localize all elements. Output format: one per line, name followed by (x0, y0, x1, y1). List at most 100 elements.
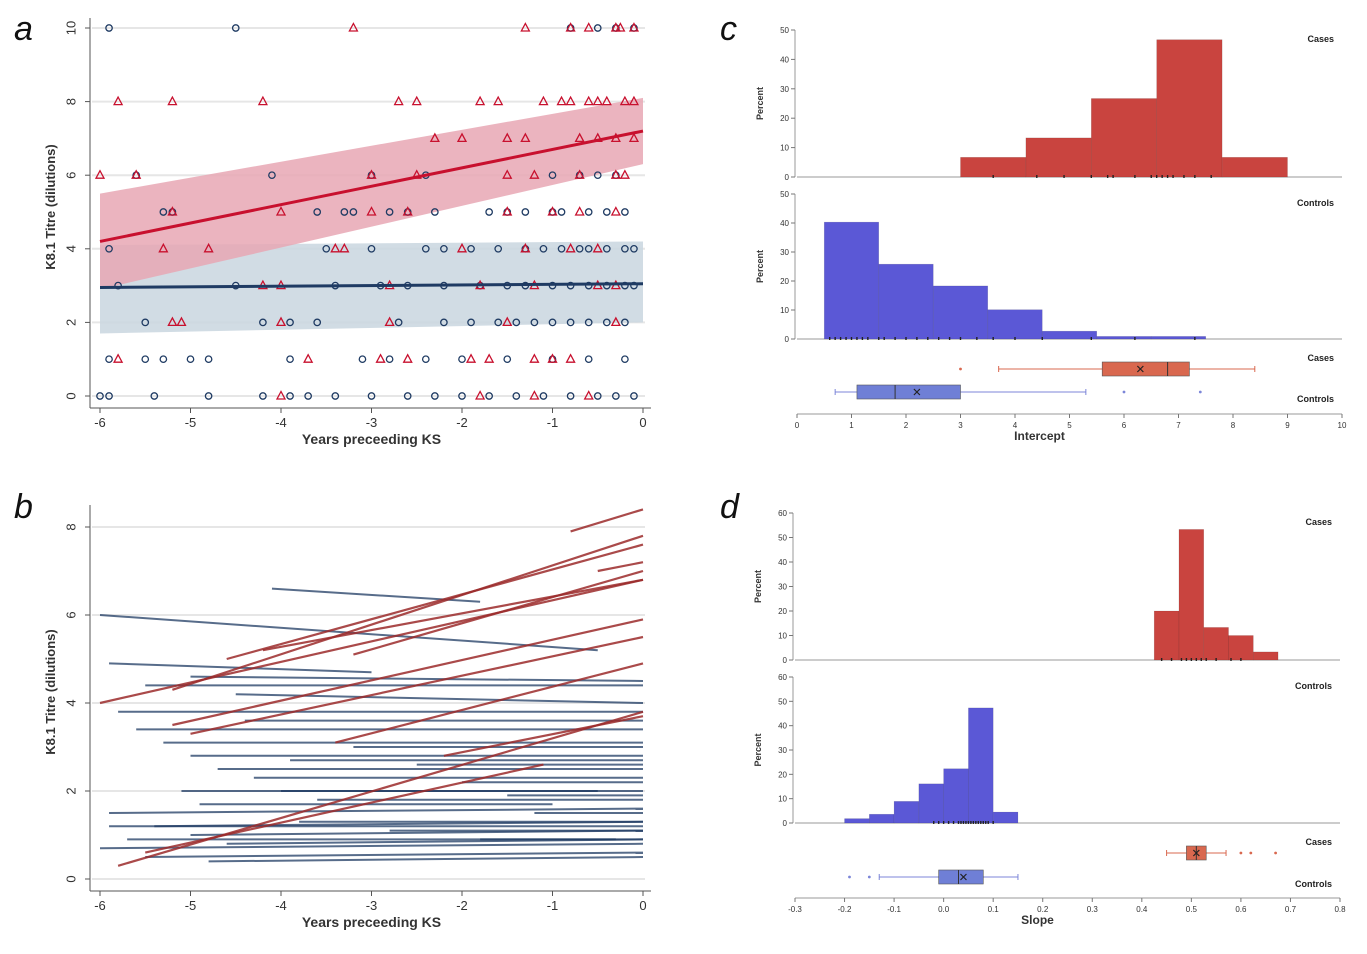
case-point (574, 169, 585, 179)
case-point (529, 353, 540, 363)
control-point (403, 392, 412, 400)
histogram-bar (992, 811, 1019, 824)
control-point (159, 208, 168, 216)
y-tick-label: 10 (780, 306, 789, 315)
case-point (275, 316, 287, 327)
control-point (204, 355, 213, 364)
x-tick-label: -5 (185, 415, 197, 430)
x-tick-label: -1 (547, 415, 559, 430)
x-tick-label: -0.1 (887, 905, 901, 914)
control-point (602, 208, 611, 216)
case-point (167, 316, 178, 327)
panel-letter-b: b (14, 488, 33, 526)
y-tick-label: 30 (780, 85, 789, 94)
control-point (421, 355, 430, 364)
control-point (286, 392, 294, 400)
y-tick-label: 30 (778, 583, 787, 592)
x-tick-label: -3 (366, 415, 378, 430)
control-point (584, 208, 593, 216)
case-point (610, 316, 621, 327)
control-point (105, 355, 113, 364)
histogram-bar (844, 818, 870, 824)
control-point (430, 392, 439, 400)
control-point (105, 392, 113, 400)
control-point (503, 355, 512, 364)
x-tick-label: 5 (1067, 421, 1072, 430)
case-point (583, 95, 594, 106)
boxplot-outlier (1249, 851, 1253, 855)
control-point (467, 244, 475, 253)
x-tick-label: 0.3 (1087, 905, 1099, 914)
control-point (602, 281, 611, 290)
control-point (259, 318, 267, 327)
control-point (584, 355, 593, 364)
control-point (313, 318, 322, 327)
control-point (340, 208, 349, 216)
case-point (402, 353, 413, 363)
x-tick-label: -0.3 (788, 905, 802, 914)
histogram-bar (918, 783, 944, 824)
control-point (204, 392, 213, 400)
subpanel-label: Controls (1295, 681, 1332, 691)
case-point (547, 353, 558, 363)
y-axis-title: Percent (755, 87, 765, 120)
case-trajectory (99, 578, 644, 705)
case-point (529, 390, 540, 400)
case-point (520, 132, 531, 143)
histogram-bar (1252, 651, 1279, 661)
control-point (602, 244, 611, 253)
y-tick-label: 20 (780, 114, 789, 123)
control-point (611, 392, 620, 400)
x-tick-label: -4 (275, 415, 287, 430)
control-point (286, 318, 294, 327)
y-tick-label: 30 (778, 746, 787, 755)
case-point (520, 242, 531, 253)
x-tick-label: -1 (547, 898, 559, 913)
boxplot-outlier (1122, 390, 1126, 394)
case-trajectory (190, 635, 644, 735)
x-tick-label: -4 (275, 898, 287, 913)
control-point (440, 318, 448, 327)
case-point (456, 132, 468, 143)
histogram-bar (943, 768, 969, 824)
control-point (621, 355, 629, 364)
subpanel-label: Controls (1297, 198, 1334, 208)
histogram-bar (968, 707, 994, 824)
histogram-bar (893, 801, 920, 824)
x-tick-label: 0 (795, 421, 800, 430)
case-point (131, 169, 142, 179)
control-point (394, 318, 403, 327)
x-tick-label: 9 (1285, 421, 1290, 430)
control-point (349, 208, 358, 216)
x-tick-label: 0.5 (1186, 905, 1198, 914)
y-tick-label: 10 (63, 21, 78, 35)
case-point (475, 95, 486, 106)
y-axis-title: K8.1 Titre (dilutions) (43, 629, 58, 754)
x-tick-label: 0.4 (1136, 905, 1148, 914)
y-tick-label: 0 (783, 819, 788, 828)
control-point (548, 318, 557, 327)
boxplot-label: Controls (1295, 879, 1332, 889)
case-point (167, 95, 178, 106)
histogram-bar (1153, 610, 1180, 661)
x-tick-label: 4 (1013, 421, 1018, 430)
x-tick-label: 2 (904, 421, 909, 430)
control-point (602, 318, 611, 327)
y-tick-label: 40 (778, 558, 787, 567)
case-trajectory (226, 543, 644, 661)
cases-confidence-band (100, 97, 643, 290)
case-trajectory (570, 508, 644, 533)
x-tick-label: 0.0 (938, 905, 950, 914)
y-tick-label: 30 (780, 248, 789, 257)
y-tick-label: 4 (63, 699, 78, 706)
control-point (231, 24, 240, 32)
histogram-bar (869, 813, 895, 824)
x-tick-label: 10 (1338, 421, 1347, 430)
control-point (630, 392, 638, 400)
case-point (275, 390, 287, 400)
control-trajectory (208, 856, 644, 863)
histogram-bar (1025, 137, 1092, 178)
x-tick-label: 8 (1231, 421, 1236, 430)
case-point (619, 95, 630, 106)
control-trajectory (235, 693, 644, 704)
